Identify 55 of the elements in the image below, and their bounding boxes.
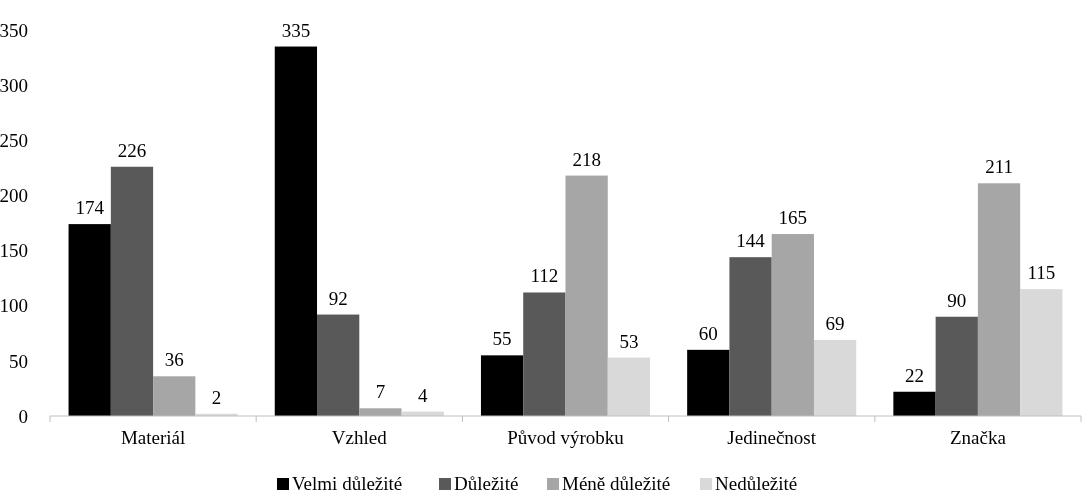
bar <box>607 357 651 416</box>
bar <box>359 408 402 416</box>
data-label: 335 <box>281 19 311 41</box>
bar <box>977 183 1021 416</box>
data-label: 218 <box>572 148 601 170</box>
y-tick-label: 50 <box>9 350 28 372</box>
data-label: 2 <box>211 386 222 408</box>
data-label: 165 <box>778 207 808 229</box>
y-tick-label: 350 <box>0 19 28 41</box>
y-tick-label: 0 <box>18 405 28 427</box>
bar <box>68 224 111 416</box>
bar <box>480 355 524 416</box>
data-label: 22 <box>904 364 924 386</box>
bar <box>935 316 978 416</box>
bar <box>274 46 318 416</box>
data-label: 226 <box>117 139 147 161</box>
x-tick-label: Původ výrobku <box>507 427 625 448</box>
x-tick-label: Materiál <box>120 427 186 448</box>
bar <box>771 234 814 416</box>
bar <box>317 314 360 416</box>
bar <box>1020 289 1063 416</box>
y-tick-label: 200 <box>0 185 28 207</box>
data-label: 144 <box>736 230 766 252</box>
data-label: 55 <box>492 328 512 350</box>
bar <box>565 175 608 416</box>
data-label: 115 <box>1027 262 1056 284</box>
data-label: 69 <box>825 312 845 334</box>
data-label: 90 <box>947 289 967 311</box>
x-tick-label: Značka <box>949 427 1007 448</box>
y-tick-label: 250 <box>0 129 28 151</box>
legend-label: Velmi důležité <box>292 473 403 494</box>
bar <box>153 376 196 416</box>
y-tick-label: 100 <box>0 295 28 317</box>
legend-label: Nedůležité <box>715 473 798 494</box>
data-label: 174 <box>75 197 105 219</box>
legend-label: Méně důležité <box>562 473 671 494</box>
data-label: 7 <box>375 381 386 403</box>
data-label: 4 <box>417 384 428 406</box>
legend-label: Důležité <box>454 473 519 494</box>
x-tick-label: Vzhled <box>331 427 388 448</box>
bar <box>893 391 936 416</box>
data-label: 53 <box>619 330 639 352</box>
y-tick-label: 300 <box>0 74 28 96</box>
y-tick-label: 150 <box>0 240 28 262</box>
bar <box>729 257 772 416</box>
bar <box>687 349 730 416</box>
data-label: 211 <box>985 156 1013 178</box>
x-tick-label: Jedinečnost <box>727 427 817 448</box>
data-label: 112 <box>530 265 559 287</box>
bar <box>110 166 154 416</box>
data-label: 60 <box>698 322 718 344</box>
data-label: 36 <box>164 349 184 371</box>
bar <box>523 292 566 416</box>
bar <box>813 339 857 416</box>
data-label: 92 <box>328 287 348 309</box>
